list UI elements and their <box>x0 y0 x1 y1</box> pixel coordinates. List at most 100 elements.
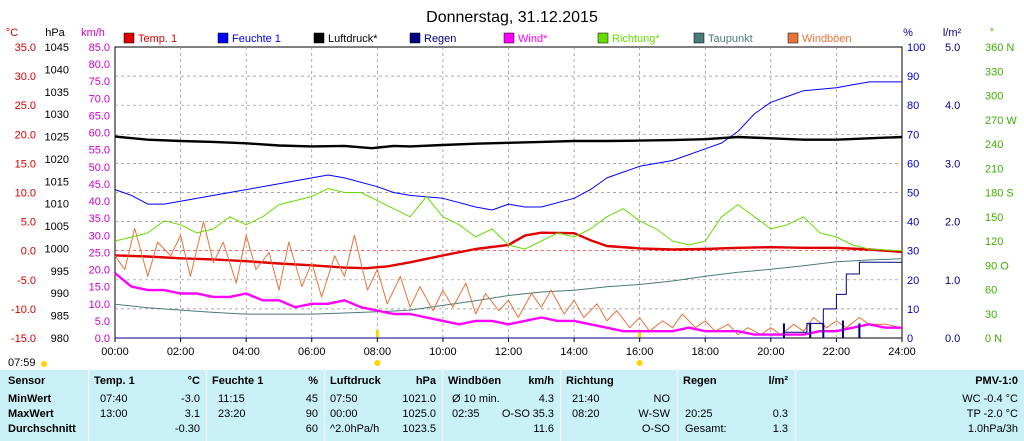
pressure-tick-label: 1040 <box>45 64 69 76</box>
pressure-tick-label: 1045 <box>45 42 69 54</box>
stats-gust-label: Ø 10 min. <box>452 393 500 405</box>
direction-tick-label: 360 N <box>985 42 1014 54</box>
pressure-unit-label: hPa <box>45 27 65 39</box>
temp-tick-label: 15.0 <box>15 158 36 170</box>
humidity-tick-label: 70 <box>907 129 919 141</box>
wind-tick-label: 65.0 <box>89 110 110 122</box>
wind-tick-label: 50.0 <box>89 162 110 174</box>
direction-tick-label: 150 <box>985 212 1003 224</box>
legend-label: Feuchte 1 <box>232 33 281 45</box>
temp-unit-label: °C <box>6 27 18 39</box>
legend-item: Windböen <box>787 32 852 45</box>
x-tick-label: 04:00 <box>232 346 260 358</box>
legend-label: Wind* <box>518 33 548 45</box>
legend-item: Regen <box>409 32 456 45</box>
temp-tick-label: 25.0 <box>15 100 36 112</box>
stats-header-pmv: PMV-1:0 <box>975 375 1018 387</box>
x-tick-label: 06:00 <box>298 346 326 358</box>
humidity-tick-label: 0 <box>907 333 913 345</box>
direction-tick-label: 330 <box>985 66 1003 78</box>
stats-rain-value: 1.3 <box>772 423 788 435</box>
stats-header-sensor: Sensor <box>8 375 46 387</box>
series-line <box>114 81 902 211</box>
legend-swatch <box>597 32 609 44</box>
stats-header-pressure: Luftdruck <box>330 375 381 387</box>
stats-temp-value: -0.30 <box>174 423 200 435</box>
stats-temp-time: 13:00 <box>100 408 128 420</box>
time-marker-bar <box>638 330 642 338</box>
legend-label: Regen <box>424 33 456 45</box>
wind-tick-label: 70.0 <box>89 93 110 105</box>
legend-label: Taupunkt <box>708 33 753 45</box>
rain-tick-label: 2.0 <box>945 217 960 229</box>
legend-label: Luftdruck* <box>328 33 378 45</box>
stats-row-label: MaxWert <box>8 408 54 420</box>
pressure-tick-label: 990 <box>51 288 69 300</box>
x-tick-label: 24:00 <box>888 346 916 358</box>
statistics-table: Sensor Temp. 1 °C Feuchte 1 % Luftdruck … <box>0 370 1024 441</box>
pressure-tick-label: 1005 <box>45 221 69 233</box>
legend-swatch <box>217 32 229 44</box>
direction-tick-label: 270 W <box>985 115 1017 127</box>
wind-tick-label: 35.0 <box>89 213 110 225</box>
rain-tick-label: 1.0 <box>945 275 960 287</box>
stats-gust-value: 4.3 <box>538 393 554 405</box>
current-time-marker <box>41 361 47 367</box>
legend-item: Taupunkt <box>693 32 753 45</box>
weather-chart: Donnerstag, 31.12.2015 °C hPa km/h% l/m² ° T… <box>6 9 1018 369</box>
stats-gust-label: 02:35 <box>452 408 480 420</box>
pressure-tick-label: 995 <box>51 266 69 278</box>
stats-header-rain: Regen <box>683 375 717 387</box>
humidity-tick-label: 80 <box>907 100 919 112</box>
legend-label: Temp. 1 <box>138 33 177 45</box>
stats-pressure-time: 07:50 <box>330 393 358 405</box>
stats-header-temp: Temp. 1 <box>94 375 135 387</box>
chart-title: Donnerstag, 31.12.2015 <box>426 9 598 26</box>
pressure-tick-label: 1025 <box>45 132 69 144</box>
direction-tick-label: 240 <box>985 139 1003 151</box>
wind-tick-label: 5.0 <box>95 316 110 328</box>
x-tick-label: 10:00 <box>429 346 457 358</box>
x-tick-label: 18:00 <box>691 346 719 358</box>
stats-header-gust: Windböen <box>448 375 502 387</box>
direction-tick-label: 210 <box>985 163 1003 175</box>
direction-tick-label: 60 <box>985 285 997 297</box>
stats-pressure-value: 1021.0 <box>402 393 436 405</box>
legend-swatch <box>409 32 421 44</box>
direction-unit-label: ° <box>990 27 994 39</box>
temp-tick-label: 10.0 <box>15 188 36 200</box>
pressure-tick-label: 1000 <box>45 243 69 255</box>
stats-header-direction: Richtung <box>566 375 614 387</box>
humidity-tick-label: 90 <box>907 71 919 83</box>
wind-tick-label: 25.0 <box>89 247 110 259</box>
stats-gust-value: 11.6 <box>533 423 554 435</box>
direction-tick-label: 180 S <box>985 188 1014 200</box>
stats-row-label: MinWert <box>8 393 52 405</box>
wind-tick-label: 30.0 <box>89 230 110 242</box>
stats-pmv-value: WC -0.4 °C <box>962 393 1018 405</box>
wind-tick-label: 55.0 <box>89 145 110 157</box>
legend-item: Wind* <box>503 32 548 45</box>
stats-header-temp-unit: °C <box>187 375 200 387</box>
stats-header-rain-unit: l/m² <box>768 375 788 387</box>
legend-item: Luftdruck* <box>313 32 378 45</box>
stats-pressure-value: 1025.0 <box>402 408 436 420</box>
wind-tick-label: 45.0 <box>89 179 110 191</box>
legend-swatch <box>787 32 799 44</box>
time-marker-dot <box>374 360 381 366</box>
wind-tick-label: 60.0 <box>89 128 110 140</box>
wind-tick-label: 10.0 <box>89 299 110 311</box>
humidity-tick-label: 40 <box>907 217 919 229</box>
x-tick-label: 12:00 <box>495 346 523 358</box>
legend-item: Richtung* <box>597 32 660 45</box>
stats-rain-time: Gesamt: <box>685 423 727 435</box>
x-tick-label: 20:00 <box>757 346 785 358</box>
stats-row-label: Durchschnitt <box>8 423 76 435</box>
legend-swatch <box>123 32 135 44</box>
rain-unit-label: l/m² <box>943 27 962 39</box>
x-tick-label: 16:00 <box>626 346 654 358</box>
humidity-tick-label: 20 <box>907 275 919 287</box>
wind-tick-label: 40.0 <box>89 196 110 208</box>
direction-tick-label: 90 O <box>985 260 1009 272</box>
wind-tick-label: 15.0 <box>89 282 110 294</box>
